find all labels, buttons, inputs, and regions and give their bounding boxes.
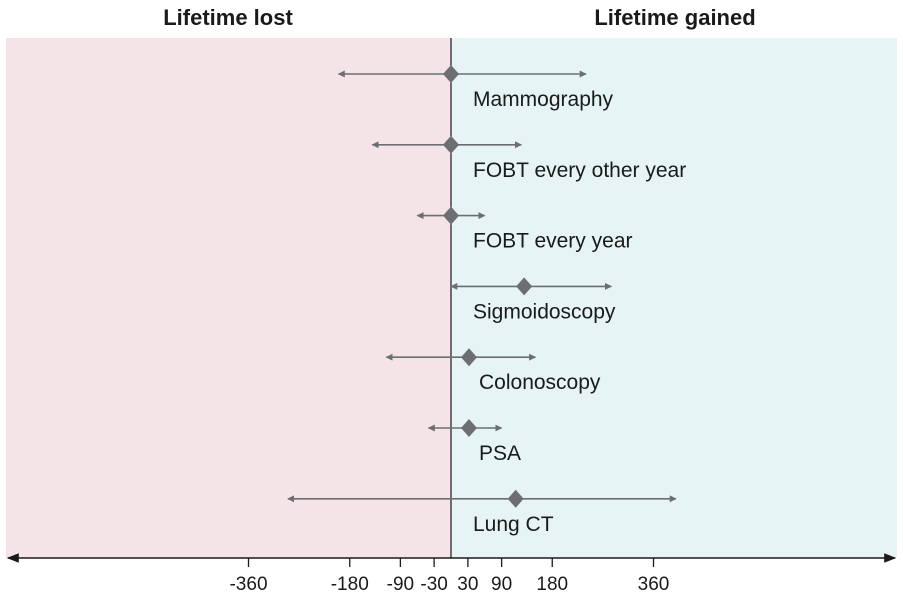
x-tick-label: -360	[229, 574, 267, 595]
lifetime-gained-region	[451, 38, 897, 558]
row-label: FOBT every year	[473, 230, 633, 253]
estimate-diamond	[507, 489, 524, 508]
row-label: FOBT every other year	[473, 159, 686, 182]
estimate-diamond	[443, 135, 459, 154]
x-tick-label: -180	[331, 574, 369, 595]
forest-rows: Mammography FOBT every other year FOBT eve…	[287, 65, 686, 536]
x-axis-ticks: -360 -180 -90 -30 30 90 180 360	[229, 558, 669, 595]
x-tick-label: 90	[491, 574, 512, 595]
row-label: Mammography	[473, 88, 614, 111]
forest-row: Mammography	[337, 65, 614, 111]
forest-row: FOBT every other year	[371, 135, 686, 182]
row-label: Lung CT	[473, 513, 554, 536]
x-tick-label: 360	[638, 574, 670, 595]
forest-row: FOBT every year	[416, 206, 633, 253]
x-tick-label: 180	[536, 574, 568, 595]
lifetime-lost-region	[6, 38, 451, 558]
x-tick-label: 30	[457, 574, 478, 595]
forest-row: Colonoscopy	[385, 348, 601, 394]
x-tick-label: -90	[387, 574, 414, 595]
forest-row: Sigmoidoscopy	[450, 277, 616, 323]
estimate-diamond	[443, 65, 459, 83]
estimate-diamond	[461, 348, 477, 367]
x-tick-label: -30	[420, 574, 447, 595]
estimate-diamond	[461, 419, 477, 437]
row-label: Colonoscopy	[479, 371, 601, 394]
forest-row: PSA	[427, 419, 521, 465]
estimate-diamond	[516, 277, 533, 296]
estimate-diamond	[443, 206, 459, 225]
row-label: PSA	[479, 442, 521, 465]
forest-row: Lung CT	[287, 489, 677, 536]
lifetime-gained-label: Lifetime gained	[594, 5, 755, 30]
lifetime-lost-label: Lifetime lost	[163, 5, 293, 30]
row-label: Sigmoidoscopy	[473, 300, 616, 323]
